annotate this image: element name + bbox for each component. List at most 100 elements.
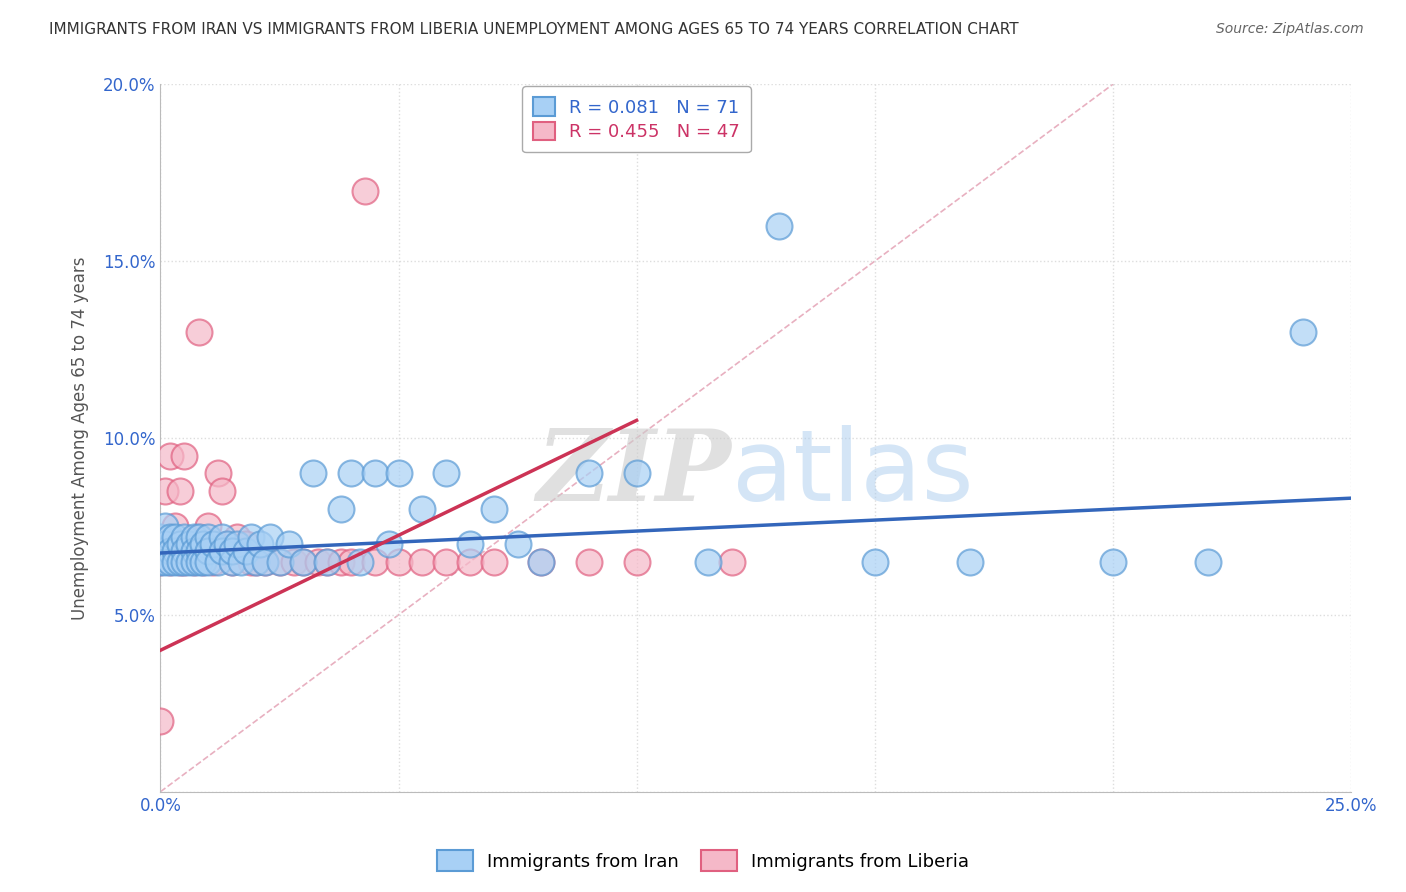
Point: [434, 555, 457, 569]
Point: [225, 537, 247, 551]
Text: atlas: atlas: [731, 425, 973, 522]
Point: [254, 555, 277, 569]
Point: [378, 537, 401, 551]
Point: [187, 530, 209, 544]
Point: [169, 484, 191, 499]
Point: [177, 555, 200, 569]
Point: [183, 555, 205, 569]
Point: [316, 555, 339, 569]
Point: [169, 537, 191, 551]
Point: [578, 467, 600, 481]
Point: [155, 555, 177, 569]
Point: [159, 530, 181, 544]
Point: [155, 484, 177, 499]
Point: [201, 537, 224, 551]
Point: [506, 537, 529, 551]
Y-axis label: Unemployment Among Ages 65 to 74 years: Unemployment Among Ages 65 to 74 years: [72, 256, 89, 620]
Point: [149, 544, 172, 558]
Point: [169, 555, 191, 569]
Point: [231, 544, 253, 558]
Legend: Immigrants from Iran, Immigrants from Liberia: Immigrants from Iran, Immigrants from Li…: [429, 843, 977, 879]
Point: [239, 530, 262, 544]
Point: [197, 519, 219, 533]
Point: [163, 537, 186, 551]
Point: [231, 555, 253, 569]
Point: [193, 555, 215, 569]
Point: [169, 555, 191, 569]
Point: [149, 555, 172, 569]
Point: [330, 501, 353, 516]
Point: [159, 544, 181, 558]
Point: [177, 537, 200, 551]
Point: [354, 184, 377, 198]
Point: [187, 544, 209, 558]
Point: [149, 714, 172, 728]
Point: [626, 555, 648, 569]
Point: [697, 555, 720, 569]
Point: [340, 467, 363, 481]
Point: [302, 467, 325, 481]
Point: [193, 555, 215, 569]
Point: [626, 467, 648, 481]
Point: [245, 555, 267, 569]
Point: [330, 555, 353, 569]
Point: [177, 537, 200, 551]
Point: [155, 519, 177, 533]
Point: [340, 555, 363, 569]
Point: [292, 555, 315, 569]
Point: [163, 519, 186, 533]
Point: [458, 555, 481, 569]
Point: [207, 467, 229, 481]
Point: [364, 467, 387, 481]
Point: [269, 555, 291, 569]
Point: [159, 555, 181, 569]
Point: [197, 530, 219, 544]
Point: [207, 555, 229, 569]
Point: [221, 555, 243, 569]
Point: [187, 555, 209, 569]
Point: [163, 544, 186, 558]
Point: [249, 537, 271, 551]
Point: [211, 530, 233, 544]
Point: [183, 530, 205, 544]
Point: [259, 530, 281, 544]
Text: IMMIGRANTS FROM IRAN VS IMMIGRANTS FROM LIBERIA UNEMPLOYMENT AMONG AGES 65 TO 74: IMMIGRANTS FROM IRAN VS IMMIGRANTS FROM …: [49, 22, 1019, 37]
Point: [245, 555, 267, 569]
Point: [307, 555, 329, 569]
Point: [221, 544, 243, 558]
Point: [163, 555, 186, 569]
Point: [159, 555, 181, 569]
Point: [201, 555, 224, 569]
Point: [1197, 555, 1219, 569]
Point: [155, 537, 177, 551]
Text: ZIP: ZIP: [537, 425, 731, 522]
Point: [283, 555, 305, 569]
Point: [411, 555, 433, 569]
Point: [163, 530, 186, 544]
Point: [173, 555, 195, 569]
Point: [1292, 325, 1315, 339]
Point: [578, 555, 600, 569]
Point: [173, 530, 195, 544]
Point: [349, 555, 371, 569]
Point: [211, 544, 233, 558]
Point: [159, 449, 181, 463]
Point: [278, 537, 301, 551]
Point: [217, 537, 239, 551]
Point: [211, 484, 233, 499]
Point: [411, 501, 433, 516]
Point: [235, 544, 257, 558]
Point: [149, 530, 172, 544]
Point: [482, 555, 505, 569]
Point: [482, 501, 505, 516]
Point: [173, 544, 195, 558]
Point: [530, 555, 553, 569]
Point: [183, 544, 205, 558]
Point: [387, 467, 409, 481]
Point: [269, 555, 291, 569]
Point: [292, 555, 315, 569]
Point: [193, 537, 215, 551]
Point: [530, 555, 553, 569]
Point: [173, 555, 195, 569]
Point: [863, 555, 886, 569]
